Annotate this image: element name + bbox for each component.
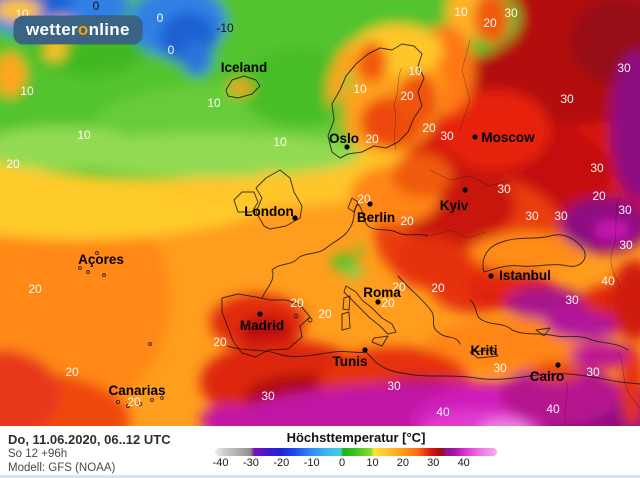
contour-label-20: 20 bbox=[392, 280, 406, 294]
city-dot-roma bbox=[375, 299, 381, 305]
model-info: Modell: GFS (NOAA) bbox=[8, 462, 116, 474]
scale-tick-10: 10 bbox=[366, 457, 379, 469]
scale-tick-20: 20 bbox=[396, 457, 410, 469]
logo-text-nline: nline bbox=[88, 20, 130, 39]
contour-label-30: 30 bbox=[618, 203, 632, 217]
contour-label-30: 30 bbox=[619, 238, 633, 252]
city-dot-cairo bbox=[555, 362, 561, 368]
city-label-oslo: Oslo bbox=[329, 131, 359, 146]
contour-label-10: 10 bbox=[77, 128, 91, 142]
contour-label-20: 20 bbox=[400, 214, 414, 228]
contour-label-30: 30 bbox=[440, 129, 454, 143]
contour-label-20: 20 bbox=[127, 395, 141, 409]
contour-label-20: 20 bbox=[6, 157, 20, 171]
city-label-açores: Açores bbox=[78, 252, 124, 267]
logo-text-o-accent: o bbox=[77, 20, 89, 39]
contour-label-30: 30 bbox=[617, 61, 631, 75]
contour-label-10: 10 bbox=[408, 64, 422, 78]
city-label-tunis: Tunis bbox=[333, 354, 368, 369]
contour-label-10: 10 bbox=[207, 96, 221, 110]
contour-label-20: 20 bbox=[431, 281, 445, 295]
city-dot-oslo bbox=[344, 144, 350, 150]
contour-label-30: 30 bbox=[525, 209, 539, 223]
contour-label-30: 30 bbox=[497, 182, 511, 196]
contour-label-20: 20 bbox=[213, 335, 227, 349]
contour-label-20: 20 bbox=[400, 89, 414, 103]
city-label-kyiv: Kyiv bbox=[440, 198, 469, 213]
contour-label-10: 10 bbox=[454, 5, 468, 19]
contour-label-30: 30 bbox=[504, 6, 518, 20]
contour-label-20: 20 bbox=[65, 365, 79, 379]
city-dot-moscow bbox=[472, 134, 478, 140]
city-dot-madrid bbox=[257, 311, 263, 317]
wetteronline-logo: wetteronline bbox=[14, 16, 142, 44]
contour-label-40: 40 bbox=[546, 402, 560, 416]
contour-label-0: 0 bbox=[168, 43, 175, 57]
contour-label-20: 20 bbox=[592, 189, 606, 203]
scale-tick-0: 0 bbox=[339, 457, 346, 469]
city-dot-kyiv bbox=[462, 187, 468, 193]
contour-label-10: 10 bbox=[353, 82, 367, 96]
scale-tick-30: 30 bbox=[427, 457, 440, 469]
contour-label-20: 20 bbox=[365, 132, 379, 146]
contour-label-40: 40 bbox=[436, 405, 450, 419]
city-label-canarias: Canarias bbox=[108, 383, 165, 398]
contour-label-0: 0 bbox=[93, 0, 100, 13]
scale-tick-40: 40 bbox=[457, 457, 470, 469]
contour-label-20: 20 bbox=[483, 16, 497, 30]
city-dot-istanbul bbox=[488, 273, 494, 279]
contour-label-10: 10 bbox=[273, 135, 287, 149]
scale-tick--20: -20 bbox=[273, 457, 290, 469]
city-labels-layer: Iceland Oslo Moscow London Berlin Kyiv Açores I… bbox=[78, 60, 564, 398]
city-label-kriti: Kriti bbox=[471, 343, 498, 358]
temperature-scale-ticks: -40 -30 -20 -10 0 10 20 30 40 bbox=[212, 457, 497, 471]
city-label-london: London bbox=[244, 204, 293, 219]
contour-label--10: -10 bbox=[216, 21, 234, 35]
contour-label-20: 20 bbox=[318, 307, 332, 321]
contour-label-30: 30 bbox=[493, 361, 507, 375]
city-label-berlin: Berlin bbox=[357, 210, 395, 225]
city-label-cairo: Cairo bbox=[530, 369, 565, 384]
contour-label-0: 0 bbox=[157, 11, 164, 25]
scale-tick--10: -10 bbox=[303, 457, 320, 469]
scale-tick--30: -30 bbox=[242, 457, 259, 469]
contour-label-30: 30 bbox=[565, 293, 579, 307]
contour-label-30: 30 bbox=[560, 92, 574, 106]
contour-label-30: 30 bbox=[586, 365, 600, 379]
forecast-run-offset: So 12 +96h bbox=[8, 448, 68, 460]
contour-label-20: 20 bbox=[422, 121, 436, 135]
contour-label-30: 30 bbox=[387, 379, 401, 393]
contour-label-20: 20 bbox=[28, 282, 42, 296]
city-label-moscow: Moscow bbox=[481, 130, 535, 145]
city-label-roma: Roma bbox=[363, 285, 401, 300]
city-dot-berlin bbox=[367, 201, 373, 207]
contour-label-30: 30 bbox=[554, 209, 568, 223]
scale-title: Höchsttemperatur [°C] bbox=[286, 430, 426, 445]
city-label-madrid: Madrid bbox=[240, 318, 284, 333]
city-dot-tunis bbox=[362, 347, 368, 353]
logo-text-wetter: wetter bbox=[26, 20, 78, 39]
footer-bar: Do, 11.06.2020, 06..12 UTC So 12 +96h Mo… bbox=[0, 426, 640, 478]
scale-tick--40: -40 bbox=[212, 457, 229, 469]
contour-label-40: 40 bbox=[601, 274, 615, 288]
contour-label-30: 30 bbox=[590, 161, 604, 175]
contour-label-20: 20 bbox=[381, 296, 395, 310]
map-canvas: 10 0 0 0 -10 10 10 10 10 20 10 20 30 10 10 20 20 20 30 30 30… bbox=[0, 0, 640, 426]
city-label-iceland: Iceland bbox=[221, 60, 268, 75]
contour-label-20: 20 bbox=[290, 296, 304, 310]
city-dot-london bbox=[292, 215, 298, 221]
temperature-scale-bar bbox=[215, 448, 497, 456]
forecast-datetime: Do, 11.06.2020, 06..12 UTC bbox=[8, 432, 171, 447]
contour-label-20: 20 bbox=[357, 192, 371, 206]
coastlines bbox=[78, 39, 640, 426]
contour-label-10: 10 bbox=[20, 84, 34, 98]
contour-label-30: 30 bbox=[261, 389, 275, 403]
city-label-istanbul: Istanbul bbox=[499, 268, 551, 283]
